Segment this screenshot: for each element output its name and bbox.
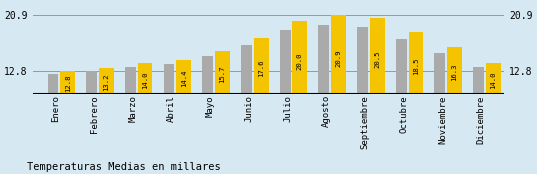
Bar: [202, 56, 213, 94]
Bar: [331, 15, 346, 94]
Bar: [280, 30, 291, 94]
Bar: [86, 71, 97, 94]
Bar: [434, 53, 445, 94]
Text: 13.2: 13.2: [104, 74, 110, 91]
Bar: [177, 60, 191, 94]
Bar: [241, 45, 252, 94]
Text: 18.5: 18.5: [413, 57, 419, 75]
Text: 15.7: 15.7: [220, 66, 226, 83]
Bar: [215, 51, 230, 94]
Text: 20.5: 20.5: [374, 51, 380, 68]
Bar: [293, 21, 307, 94]
Bar: [138, 63, 153, 94]
Text: 14.4: 14.4: [181, 70, 187, 87]
Bar: [447, 47, 462, 94]
Bar: [125, 66, 136, 94]
Text: 20.9: 20.9: [336, 50, 342, 67]
Bar: [318, 25, 329, 94]
Bar: [370, 18, 384, 94]
Bar: [254, 38, 268, 94]
Bar: [486, 63, 500, 94]
Text: 17.6: 17.6: [258, 60, 264, 77]
Bar: [164, 64, 175, 94]
Bar: [409, 32, 423, 94]
Text: 14.0: 14.0: [490, 71, 496, 89]
Bar: [473, 66, 484, 94]
Bar: [60, 71, 75, 94]
Bar: [396, 39, 407, 94]
Text: 14.0: 14.0: [142, 71, 148, 89]
Bar: [48, 74, 59, 94]
Text: 16.3: 16.3: [452, 64, 458, 81]
Bar: [357, 27, 368, 94]
Bar: [99, 68, 114, 94]
Text: 20.0: 20.0: [297, 53, 303, 70]
Text: 12.8: 12.8: [65, 75, 71, 92]
Text: Temperaturas Medias en millares: Temperaturas Medias en millares: [27, 162, 221, 172]
